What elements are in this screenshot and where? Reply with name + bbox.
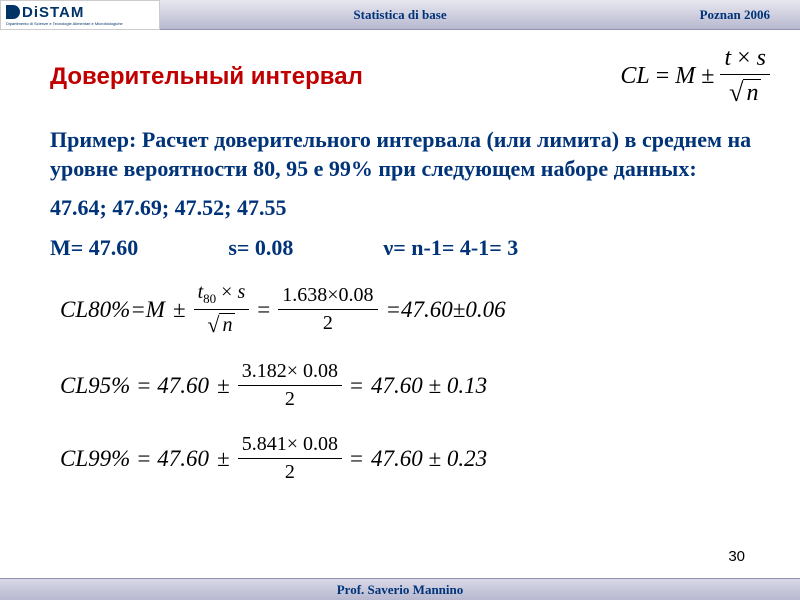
eq80-num1: t80 × s <box>194 281 250 310</box>
eq99-num: 5.841× 0.08 <box>238 433 342 459</box>
eq80-pm1: ± <box>173 297 186 323</box>
logo-d-icon <box>6 5 20 19</box>
eq95-frac: 3.182× 0.08 2 <box>238 360 342 411</box>
content: Доверительный интервал CL = M ± t × s n … <box>0 30 800 484</box>
eq95-den: 2 <box>281 386 299 411</box>
data-values: 47.64; 47.69; 47.52; 47.55 <box>50 195 770 221</box>
body-text: Пример: Расчет доверительного интервала … <box>50 126 770 183</box>
formula-t: t <box>724 45 731 71</box>
formula-denominator: n <box>725 75 765 108</box>
eq80-num2: 1.638×0.08 <box>278 284 377 310</box>
main-formula: CL = M ± t × s n <box>620 45 770 108</box>
eq80-frac1: t80 × s n <box>194 281 250 338</box>
param-s: s= 0.08 <box>228 235 293 261</box>
formula-eq: = <box>656 63 670 90</box>
formula-cl: CL <box>620 63 649 90</box>
header-bar: DiSTAM Dipartimento di Scienze e Tecnolo… <box>0 0 800 30</box>
params-row: M= 47.60 s= 0.08 ν= n-1= 4-1= 3 <box>50 235 770 261</box>
formula-pm: ± <box>701 63 714 90</box>
eq80-tsub: 80 <box>203 291 216 306</box>
header-right: Poznan 2006 <box>700 7 770 23</box>
eq99-frac: 5.841× 0.08 2 <box>238 433 342 484</box>
equation-95: CL95% = 47.60 ± 3.182× 0.08 2 = 47.60 ± … <box>60 360 770 411</box>
formula-m: M <box>675 63 695 90</box>
logo-subtitle: Dipartimento di Scienze e Tecnologie Ali… <box>6 21 154 26</box>
eq95-pm: ± <box>217 373 230 399</box>
eq95-num: 3.182× 0.08 <box>238 360 342 386</box>
formula-s: s <box>757 45 766 71</box>
eq80-s: s <box>237 281 245 303</box>
param-nu: ν= n-1= 4-1= 3 <box>383 235 518 261</box>
eq99-pm: ± <box>217 446 230 472</box>
equation-80: CL80%=M ± t80 × s n = 1.638×0.08 2 =47.6… <box>60 281 770 338</box>
logo-text: DiSTAM <box>6 4 154 21</box>
logo-main: DiSTAM <box>22 4 84 21</box>
eq95-result: 47.60 ± 0.13 <box>371 373 487 399</box>
sqrt-icon: n <box>729 77 761 108</box>
page-title: Доверительный интервал <box>50 63 363 91</box>
eq95-label: CL95% = 47.60 <box>60 373 209 399</box>
title-row: Доверительный интервал CL = M ± t × s n <box>50 45 770 108</box>
times-icon: × <box>737 45 751 71</box>
formula-numerator: t × s <box>720 45 770 75</box>
eq99-label: CL99% = 47.60 <box>60 446 209 472</box>
footer: Prof. Saverio Mannino <box>0 578 800 600</box>
formula-n: n <box>743 79 761 107</box>
eq80-n: n <box>219 313 235 337</box>
formula-fraction: t × s n <box>720 45 770 108</box>
eq95-eq: = <box>350 373 363 399</box>
eq80-result: =47.60±0.06 <box>386 297 506 323</box>
sqrt-icon: n <box>207 312 235 338</box>
eq80-eq1: = <box>257 297 270 323</box>
eq99-den: 2 <box>281 459 299 484</box>
eq99-eq: = <box>350 446 363 472</box>
times-icon: × <box>221 281 232 303</box>
eq80-den1: n <box>203 310 239 338</box>
equation-99: CL99% = 47.60 ± 5.841× 0.08 2 = 47.60 ± … <box>60 433 770 484</box>
eq99-result: 47.60 ± 0.23 <box>371 446 487 472</box>
logo: DiSTAM Dipartimento di Scienze e Tecnolo… <box>0 0 160 30</box>
eq80-frac2: 1.638×0.08 2 <box>278 284 377 335</box>
eq80-label: CL80%=M <box>60 297 165 323</box>
page-number: 30 <box>728 548 745 565</box>
header-center: Statistica di base <box>353 7 446 23</box>
eq80-den2: 2 <box>319 310 337 335</box>
param-m: M= 47.60 <box>50 235 138 261</box>
